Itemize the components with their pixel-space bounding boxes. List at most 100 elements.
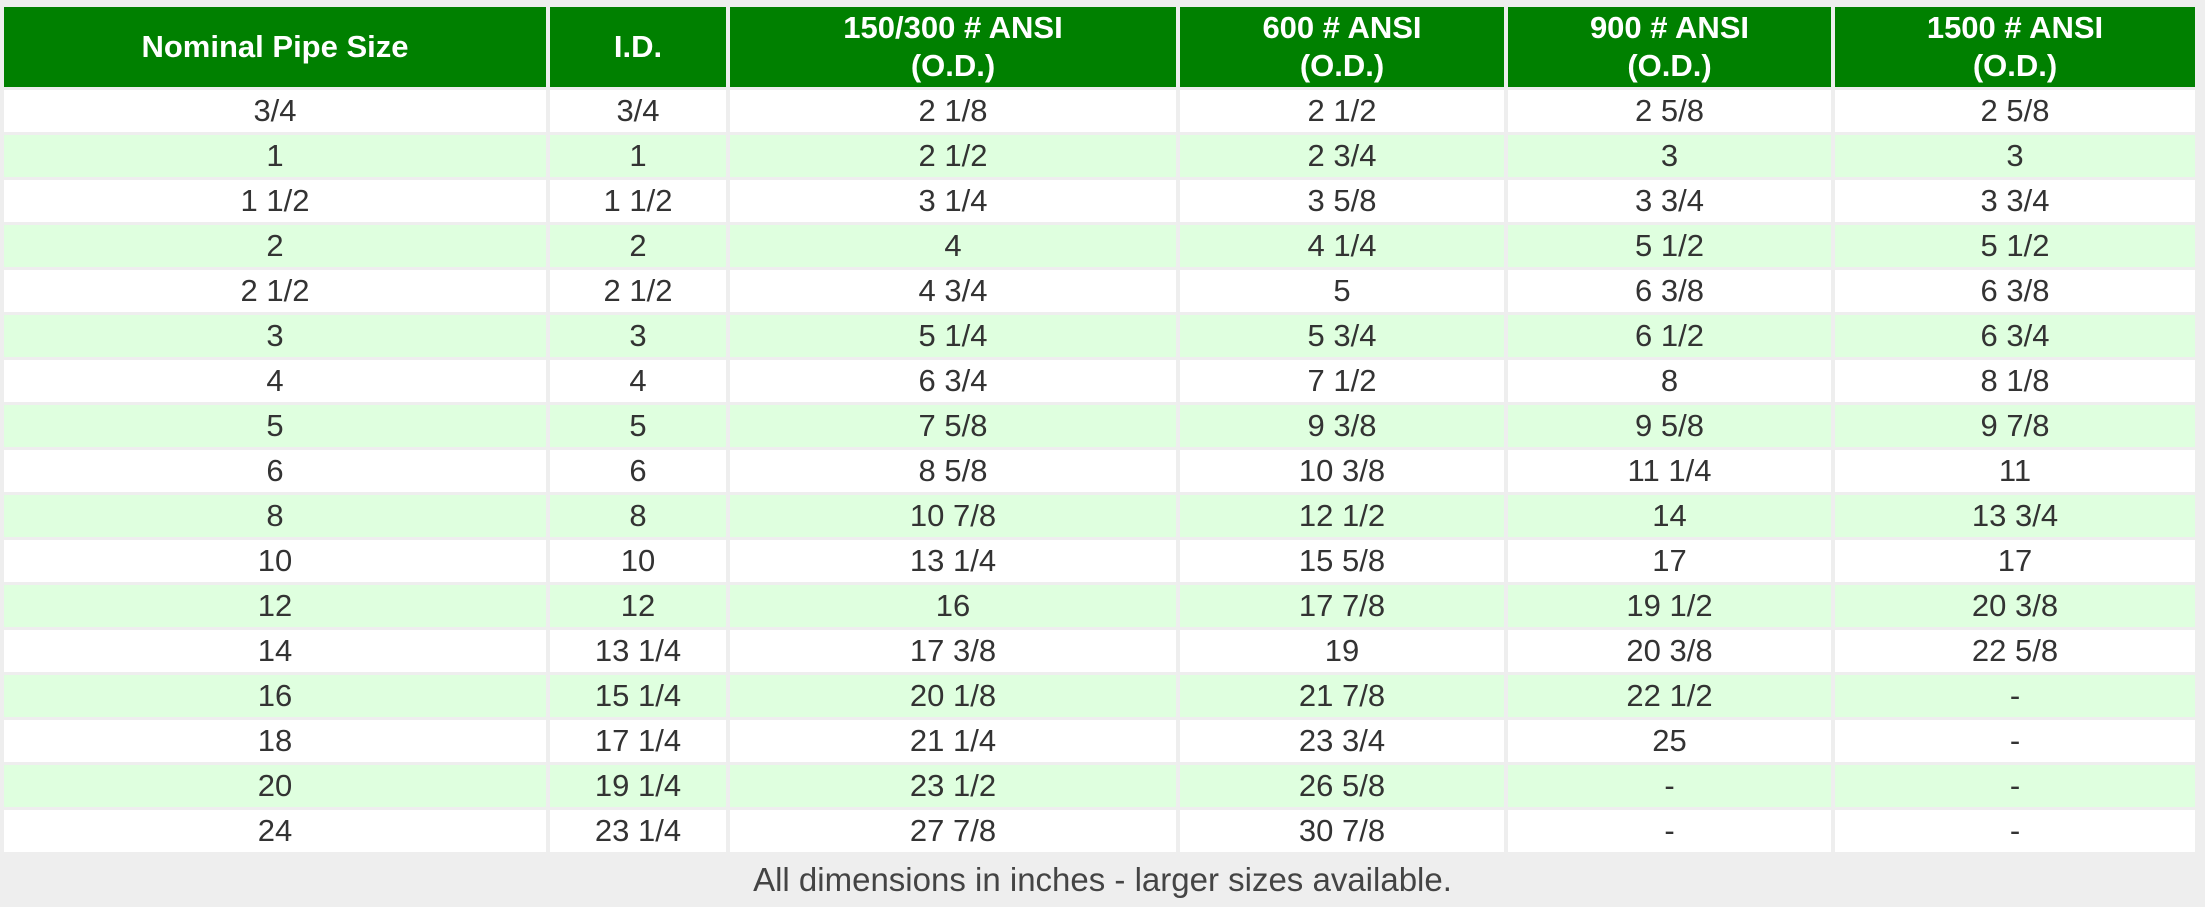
table-cell: 17 3/8: [730, 630, 1176, 672]
table-cell: 6 3/8: [1508, 270, 1831, 312]
column-header: 1500 # ANSI (O.D.): [1835, 7, 2195, 87]
table-cell: 12: [550, 585, 726, 627]
table-cell: 18: [4, 720, 546, 762]
table-cell: -: [1835, 720, 2195, 762]
table-cell: 5 3/4: [1180, 315, 1504, 357]
table-cell: -: [1835, 675, 2195, 717]
table-cell: 10 3/8: [1180, 450, 1504, 492]
table-cell: 21 7/8: [1180, 675, 1504, 717]
table-cell: 1 1/2: [550, 180, 726, 222]
table-cell: 17 7/8: [1180, 585, 1504, 627]
table-cell: 7 5/8: [730, 405, 1176, 447]
table-cell: 2 1/2: [730, 135, 1176, 177]
table-cell: 22 1/2: [1508, 675, 1831, 717]
table-cell: 3: [1835, 135, 2195, 177]
table-cell: 16: [4, 675, 546, 717]
column-header: Nominal Pipe Size: [4, 7, 546, 87]
header-line: 900 # ANSI: [1589, 10, 1750, 45]
table-cell: 3: [550, 315, 726, 357]
table-cell: 17 1/4: [550, 720, 726, 762]
table-cell: 23 1/4: [550, 810, 726, 852]
table-cell: 6: [4, 450, 546, 492]
table-cell: 4 3/4: [730, 270, 1176, 312]
table-cell: 22 5/8: [1835, 630, 2195, 672]
table-cell: 4: [730, 225, 1176, 267]
table-cell: 6 3/4: [730, 360, 1176, 402]
table-cell: -: [1835, 765, 2195, 807]
table-cell: 13 3/4: [1835, 495, 2195, 537]
header-line: I.D.: [613, 29, 663, 64]
table-cell: 8: [550, 495, 726, 537]
table-cell: 20 3/8: [1508, 630, 1831, 672]
table-cell: 2 1/2: [4, 270, 546, 312]
table-cell: 3 3/4: [1508, 180, 1831, 222]
table-cell: 19 1/2: [1508, 585, 1831, 627]
table-cell: 20 1/8: [730, 675, 1176, 717]
table-cell: 24: [4, 810, 546, 852]
table-cell: 1 1/2: [4, 180, 546, 222]
pipe-table: Nominal Pipe Size I.D. 150/300 # ANSI (O.D.…: [4, 7, 2195, 852]
table-cell: 27 7/8: [730, 810, 1176, 852]
column-header: I.D.: [550, 7, 726, 87]
table-cell: 9 3/8: [1180, 405, 1504, 447]
table-cell: 2 1/2: [550, 270, 726, 312]
column-header: 600 # ANSI (O.D.): [1180, 7, 1504, 87]
table-cell: 26 5/8: [1180, 765, 1504, 807]
header-line: 1500 # ANSI: [1926, 10, 2104, 45]
table-cell: 3 5/8: [1180, 180, 1504, 222]
table-cell: 5 1/2: [1835, 225, 2195, 267]
table-cell: 6 3/4: [1835, 315, 2195, 357]
table-cell: 2 1/8: [730, 90, 1176, 132]
header-line: (O.D.): [1299, 48, 1385, 83]
table-cell: 5 1/4: [730, 315, 1176, 357]
table-cell: 12 1/2: [1180, 495, 1504, 537]
table-cell: 11 1/4: [1508, 450, 1831, 492]
table-cell: 15 1/4: [550, 675, 726, 717]
table-cell: 8: [1508, 360, 1831, 402]
column-header: 900 # ANSI (O.D.): [1508, 7, 1831, 87]
table-cell: -: [1508, 810, 1831, 852]
footnote: All dimensions in inches - larger sizes …: [753, 861, 1452, 898]
table-cell: 9 7/8: [1835, 405, 2195, 447]
table-cell: 8: [4, 495, 546, 537]
table-cell: 5: [1180, 270, 1504, 312]
table-cell: 2: [550, 225, 726, 267]
table-cell: -: [1835, 810, 2195, 852]
table-cell: 2 5/8: [1508, 90, 1831, 132]
table-cell: 11: [1835, 450, 2195, 492]
table-cell: 3/4: [4, 90, 546, 132]
table-cell: 16: [730, 585, 1176, 627]
table-cell: 2 5/8: [1835, 90, 2195, 132]
table-cell: 15 5/8: [1180, 540, 1504, 582]
table-cell: 9 5/8: [1508, 405, 1831, 447]
table-cell: 3 1/4: [730, 180, 1176, 222]
table-cell: 4: [550, 360, 726, 402]
header-line: 600 # ANSI: [1262, 10, 1422, 45]
table-cell: 6: [550, 450, 726, 492]
table-cell: 10 7/8: [730, 495, 1176, 537]
header-line: (O.D.): [1972, 48, 2058, 83]
table-cell: 1: [550, 135, 726, 177]
table-cell: -: [1508, 765, 1831, 807]
table-cell: 19: [1180, 630, 1504, 672]
table-cell: 3: [1508, 135, 1831, 177]
table-cell: 12: [4, 585, 546, 627]
header-line: (O.D.): [910, 48, 996, 83]
table-cell: 3/4: [550, 90, 726, 132]
table-cell: 13 1/4: [550, 630, 726, 672]
table-cell: 14: [1508, 495, 1831, 537]
header-line: Nominal Pipe Size: [141, 29, 409, 64]
table-cell: 8 1/8: [1835, 360, 2195, 402]
table-cell: 30 7/8: [1180, 810, 1504, 852]
table-cell: 17: [1508, 540, 1831, 582]
table-cell: 6 3/8: [1835, 270, 2195, 312]
table-cell: 5: [550, 405, 726, 447]
table-cell: 20 3/8: [1835, 585, 2195, 627]
table-cell: 8 5/8: [730, 450, 1176, 492]
table-cell: 13 1/4: [730, 540, 1176, 582]
table-cell: 23 1/2: [730, 765, 1176, 807]
table-cell: 14: [4, 630, 546, 672]
table-cell: 4 1/4: [1180, 225, 1504, 267]
table-cell: 21 1/4: [730, 720, 1176, 762]
